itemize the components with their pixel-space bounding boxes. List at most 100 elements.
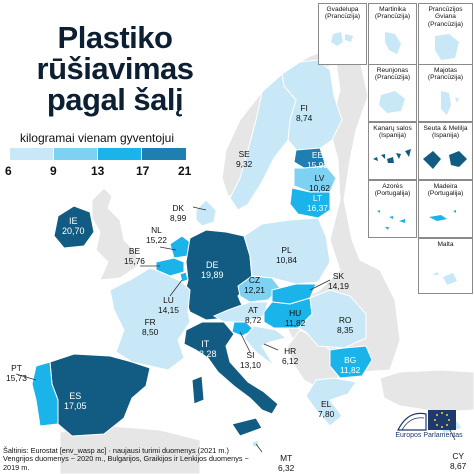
inset-martinique-map — [385, 32, 401, 54]
label-es-value: 17,05 — [64, 400, 87, 411]
label-mt-value: 6,32 — [278, 462, 295, 473]
inset-malta-name: Malta — [437, 241, 454, 248]
inset-malta: Malta — [418, 238, 473, 294]
inset-azores: Azorės (Portugalija) — [368, 180, 417, 238]
label-ee: EE 15,99 — [307, 150, 328, 170]
inset-mayotte: Majotas (Prancūzija) — [418, 64, 473, 122]
label-se-value: 9,32 — [236, 158, 253, 169]
leader-lu — [169, 279, 183, 297]
label-de-code: DE — [206, 260, 219, 270]
label-ee-value: 15,99 — [307, 159, 328, 170]
country-se — [229, 73, 297, 211]
chart-title: Plastiko rūšiavimas pagal šalį — [30, 22, 200, 115]
footer-line-2: Vengrijos duomenys ~ 2020 m., Bulgarijos… — [3, 454, 249, 464]
label-nl-value: 15,22 — [146, 234, 167, 245]
label-bg: BG 11,82 — [340, 355, 360, 375]
inset-martinique: Martinika (Prancūzija) — [368, 3, 417, 65]
inset-azores-name: Azorės (Portugalija) — [374, 183, 411, 198]
leader-sk — [309, 279, 331, 291]
label-fi-value: 8,74 — [296, 112, 313, 123]
label-at: AT 8,72 — [245, 305, 261, 325]
label-fr: FR 8,50 — [142, 317, 159, 337]
label-pt: PT 15,73 — [6, 363, 27, 383]
inset-ceuta-melilla-map — [423, 151, 467, 169]
label-hu-code: HU — [289, 308, 302, 318]
inset-french-guiana: Prancūzijos Gviana (Prancūzija) — [418, 3, 473, 65]
label-cy: CY 8,67 — [450, 451, 467, 471]
country-pl — [243, 217, 331, 285]
country-lt — [289, 187, 331, 219]
label-lu-code: LU — [163, 295, 174, 305]
label-hu: HU 11,82 — [285, 308, 305, 328]
leader-cy — [449, 429, 456, 441]
inset-mayotte-name: Majotas (Prancūzija) — [427, 67, 464, 82]
label-cy-value: 8,67 — [450, 460, 467, 471]
label-it-code: IT — [201, 339, 210, 349]
country-hr — [243, 325, 288, 367]
label-dk-value: 8,99 — [170, 212, 187, 223]
label-pl-code: PL — [281, 245, 292, 255]
country-it-sicily — [231, 417, 263, 437]
non-eu-land-turkey — [379, 369, 474, 413]
label-ie-value: 20,70 — [62, 225, 85, 236]
legend-tick-3: 13 — [91, 164, 105, 178]
label-cz-value: 12,21 — [244, 284, 265, 295]
label-es: ES 17,05 — [64, 391, 87, 411]
label-ie: IE 20,70 — [62, 216, 85, 236]
legend-swatch-1 — [10, 148, 53, 160]
label-de: DE 19,89 — [201, 260, 224, 280]
label-fr-value: 8,50 — [142, 326, 159, 337]
label-it: IT 18,28 — [194, 339, 217, 359]
country-fr — [109, 267, 191, 371]
label-be-code: BE — [128, 246, 141, 256]
label-se: SE 9,32 — [236, 149, 253, 169]
label-dk: DK 8,99 — [170, 203, 187, 223]
country-bg — [329, 345, 373, 379]
inset-french-guiana-name: Prancūzijos Gviana (Prancūzija) — [427, 6, 464, 28]
inset-martinique-name: Martinika (Prancūzija) — [374, 6, 411, 21]
leader-mt — [255, 443, 263, 453]
country-ie — [53, 205, 95, 249]
leader-si — [239, 331, 251, 353]
label-si-value: 13,10 — [240, 359, 261, 370]
inset-canary-islands-name: Kanarų salos (Ispanija) — [373, 125, 412, 140]
label-pt-value: 15,73 — [6, 372, 27, 383]
title-line-3: pagal šalį — [46, 82, 184, 117]
inset-ceuta-melilla: Seuta & Melilja (Ispanija) — [418, 122, 473, 180]
country-pt — [31, 361, 59, 427]
label-lv: LV 10,62 — [309, 173, 330, 193]
country-el — [305, 377, 357, 427]
inset-guadeloupe: Gvadelupa (Prancūzija) — [318, 3, 367, 65]
label-sk-code: SK — [332, 271, 345, 281]
label-hr: HR 6,12 — [282, 346, 299, 366]
inset-ceuta-melilla-name: Seuta & Melilja (Ispanija) — [423, 125, 468, 140]
country-dk — [195, 199, 217, 227]
leader-lines — [15, 206, 456, 453]
label-si-code: SI — [246, 350, 255, 360]
country-it — [183, 321, 279, 415]
inset-reunion-map — [379, 91, 405, 113]
inset-canary-islands: Kanarų salos (Ispanija) — [368, 122, 417, 180]
label-sk-value: 14,19 — [328, 280, 349, 291]
label-sk: SK 14,19 — [328, 271, 349, 291]
label-lu: LU 14,15 — [158, 295, 179, 315]
label-se-code: SE — [238, 149, 250, 159]
label-dk-code: DK — [172, 203, 184, 213]
leader-nl — [159, 246, 177, 251]
label-nl-code: NL — [151, 225, 162, 235]
inset-french-guiana-map — [435, 34, 459, 60]
legend-swatch-2 — [54, 148, 97, 160]
label-lu-value: 14,15 — [158, 304, 179, 315]
country-it-sardinia — [191, 375, 205, 405]
label-de-value: 19,89 — [201, 269, 224, 280]
legend-title: kilogramai vienam gyventojui — [19, 131, 175, 145]
label-hr-code: HR — [284, 346, 297, 356]
label-nl: NL 15,22 — [146, 225, 167, 245]
label-be-value: 15,76 — [124, 255, 145, 266]
inset-madeira-map — [429, 210, 456, 221]
label-pt-code: PT — [11, 363, 22, 373]
label-ro-value: 8,35 — [337, 324, 354, 335]
label-hr-value: 6,12 — [282, 355, 299, 366]
